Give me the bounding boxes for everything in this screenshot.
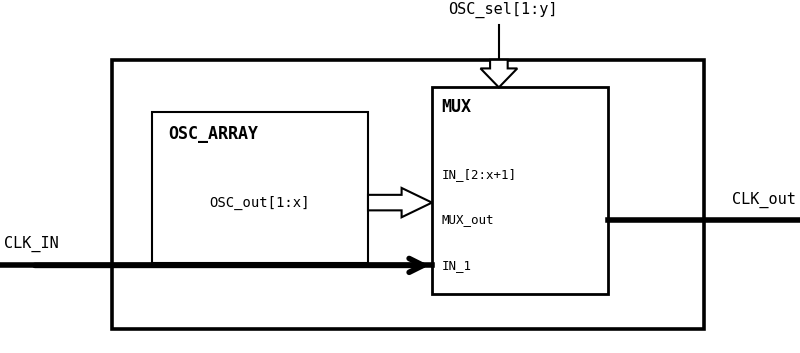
Bar	[112, 60, 704, 329]
Bar	[432, 88, 608, 294]
Text: IN_1: IN_1	[442, 259, 472, 272]
Polygon shape	[481, 60, 518, 88]
Polygon shape	[368, 188, 432, 217]
Text: IN_[2:x+1]: IN_[2:x+1]	[442, 168, 517, 181]
Text: MUX: MUX	[442, 98, 472, 116]
Text: CLK_IN: CLK_IN	[4, 235, 58, 252]
Text: OSC_out[1:x]: OSC_out[1:x]	[210, 196, 310, 210]
Text: MUX_out: MUX_out	[442, 213, 494, 226]
Text: OSC_ARRAY: OSC_ARRAY	[168, 125, 258, 143]
Text: OSC_sel[1:y]: OSC_sel[1:y]	[448, 2, 558, 18]
Bar	[152, 112, 368, 263]
Text: CLK_out: CLK_out	[732, 192, 796, 208]
